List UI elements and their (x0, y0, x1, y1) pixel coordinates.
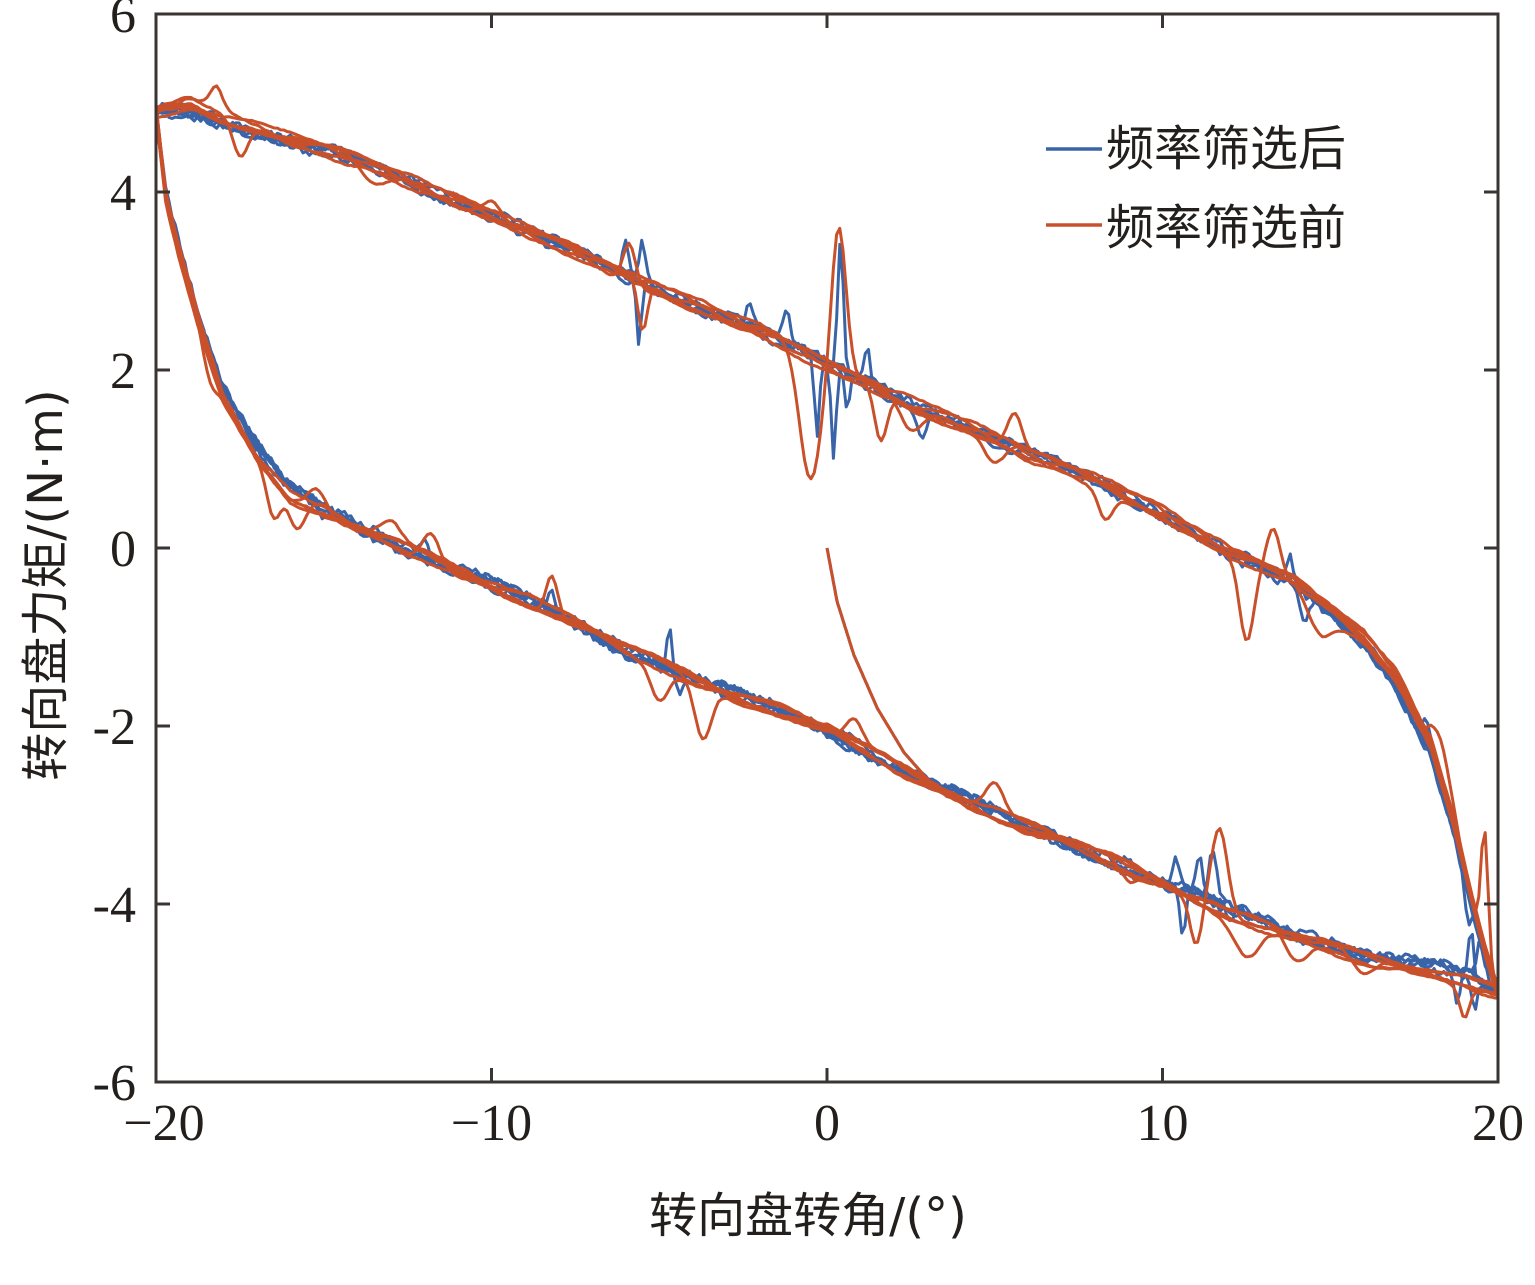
y-tick-label: 6 (110, 0, 136, 44)
y-tick-label: -6 (93, 1055, 136, 1112)
y-tick-label: 4 (110, 165, 136, 222)
legend-label-unfiltered: 频率筛选前 (1106, 200, 1346, 256)
legend: 频率筛选后 频率筛选前 (1046, 121, 1346, 256)
series-layer (156, 84, 1498, 1019)
x-tick-label: 20 (1472, 1095, 1524, 1152)
series-unfiltered-initial-branch (825, 547, 949, 799)
y-tick-label: 2 (110, 343, 136, 400)
x-tick-label: 10 (1137, 1095, 1189, 1152)
y-tick-label: 0 (110, 521, 136, 578)
series-unfiltered-upper-branch (156, 95, 1498, 996)
y-axis-label: 转向盘力矩/(N·m) (18, 389, 74, 781)
series-unfiltered-upper-branch (156, 108, 1498, 991)
y-tick-label: -4 (93, 877, 136, 934)
series-filtered-initial-branch (825, 547, 950, 799)
y-tick-label: -2 (93, 699, 136, 756)
x-tick-label: −20 (123, 1095, 204, 1152)
legend-label-filtered: 频率筛选后 (1106, 121, 1346, 177)
ticks-layer (154, 12, 1500, 1084)
x-tick-label: 0 (814, 1095, 840, 1152)
x-axis-label: 转向盘转角/(°) (649, 1188, 967, 1244)
series-unfiltered-upper-branch (156, 84, 1498, 1000)
series-unfiltered-lower-branch (156, 104, 1498, 997)
series-unfiltered-upper-branch (156, 103, 1498, 989)
tick-labels-layer: −20 −10 0 10 20 -6 -4 -2 0 2 4 6 (93, 0, 1524, 1152)
series-unfiltered-lower-branch (156, 106, 1498, 1000)
x-tick-label: −10 (451, 1095, 532, 1152)
